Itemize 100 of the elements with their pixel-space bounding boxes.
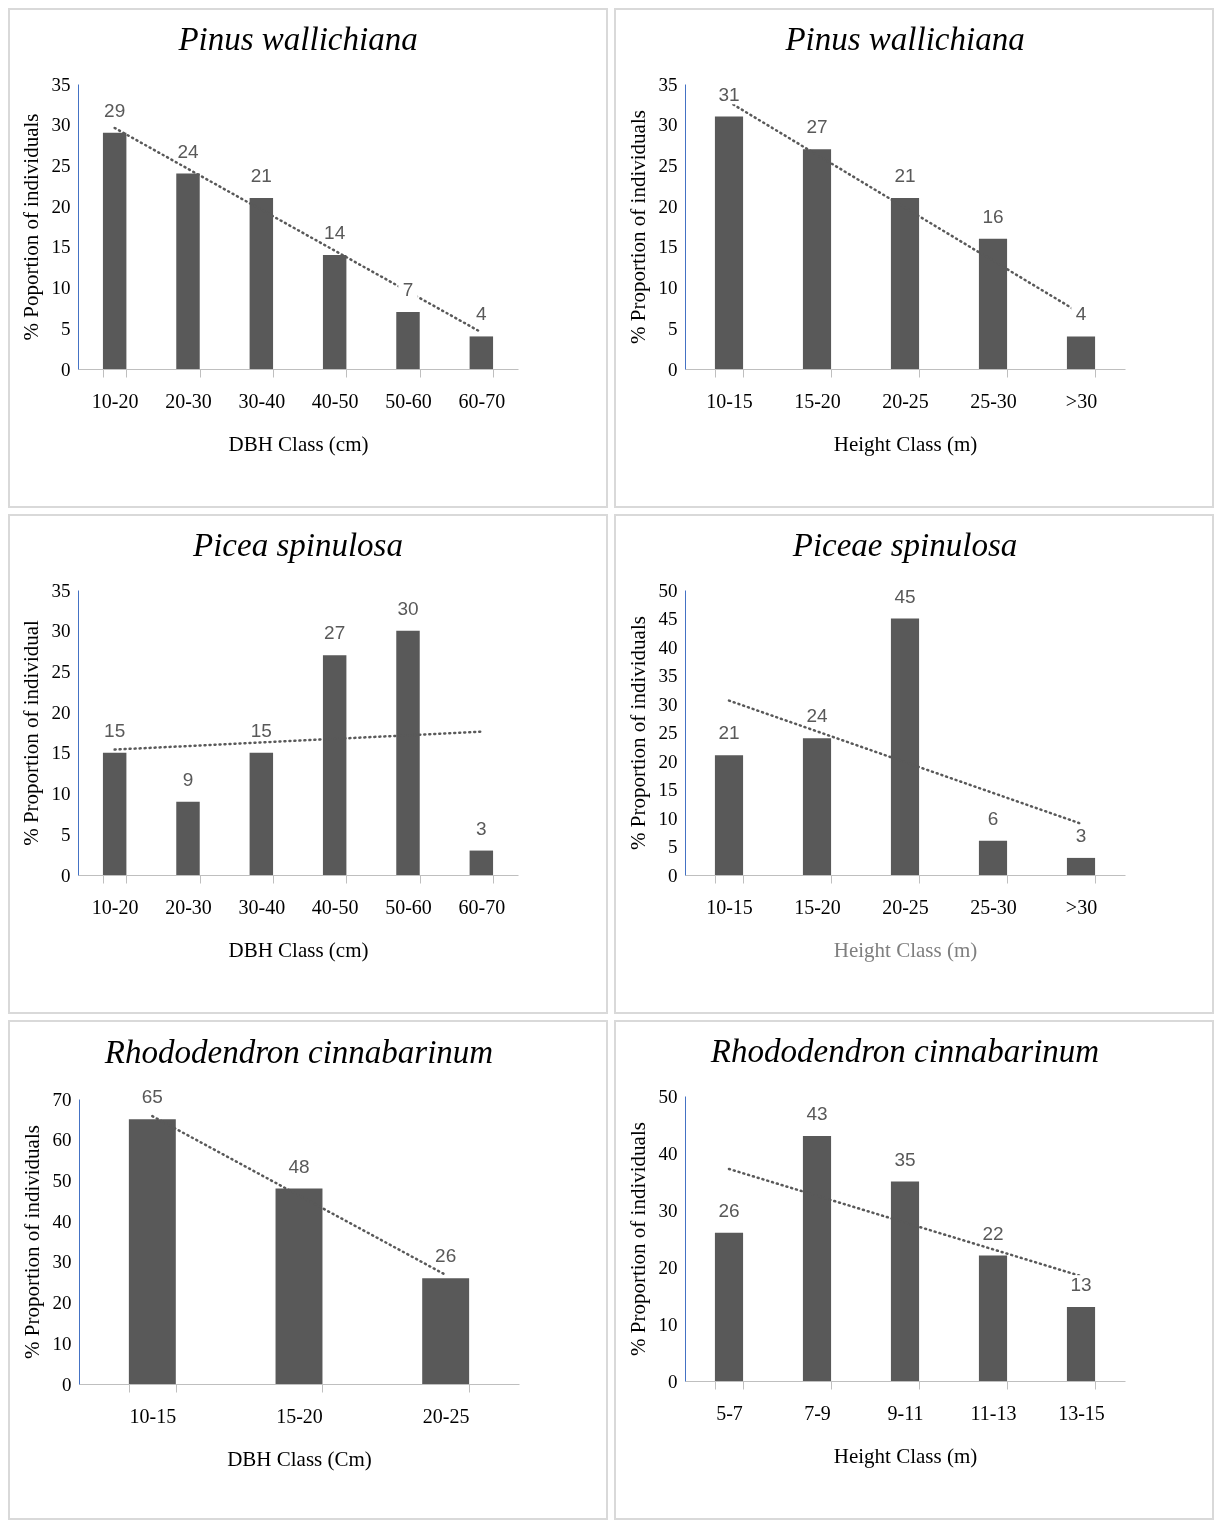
bar: [1066, 336, 1096, 369]
y-tick-label: 30: [52, 1251, 72, 1273]
chart-title: Pinus wallichiana: [784, 21, 1025, 57]
data-label: 43: [806, 1102, 828, 1124]
y-tick-label: 20: [658, 750, 678, 772]
x-tick-label: 10-15: [706, 895, 753, 918]
y-tick-label: 30: [51, 114, 71, 136]
bar: [249, 752, 274, 875]
data-label: 16: [982, 205, 1004, 227]
y-tick-label: 15: [658, 236, 678, 258]
y-tick-label: 15: [51, 742, 71, 764]
data-label: 31: [718, 83, 740, 105]
y-tick-label: 20: [52, 1292, 72, 1314]
y-tick-label: 50: [658, 1085, 678, 1107]
data-label: 65: [141, 1086, 163, 1108]
chart-title: Pinus wallichiana: [177, 21, 418, 57]
x-tick-label: >30: [1065, 389, 1098, 412]
data-label: 21: [250, 165, 272, 186]
y-tick-label: 25: [658, 154, 678, 176]
x-tick-label: 25-30: [970, 895, 1017, 918]
y-tick-label: 35: [51, 73, 71, 95]
y-tick-label: 0: [668, 358, 678, 380]
data-label: 3: [476, 817, 487, 839]
x-tick-label: 30-40: [238, 389, 286, 412]
y-tick-label: 50: [658, 579, 678, 601]
y-tick-label: 10: [51, 277, 71, 299]
x-tick-label: 20-30: [165, 389, 212, 412]
y-tick-label: 0: [61, 864, 71, 886]
y-axis-title: % Proportion of individuals: [19, 1125, 44, 1359]
y-tick-label: 20: [658, 195, 678, 217]
data-label: 48: [288, 1155, 310, 1177]
data-label: 29: [104, 99, 126, 121]
y-tick-label: 5: [668, 317, 678, 339]
data-label: 26: [718, 1199, 740, 1221]
x-tick-label: 10-20: [91, 895, 139, 918]
x-tick-label: 10-20: [91, 389, 139, 412]
data-label: 3: [1075, 824, 1087, 846]
x-tick-label: 20-30: [165, 895, 212, 918]
y-tick-label: 15: [658, 779, 678, 800]
y-tick-label: 50: [52, 1169, 72, 1191]
bar: [1066, 857, 1096, 875]
chart-title: Rhododendron cinnabarinum: [103, 1033, 494, 1070]
y-tick-label: 25: [51, 660, 71, 682]
x-tick-label: 20-25: [422, 1404, 470, 1427]
bar: [396, 312, 420, 369]
x-tick-label: 15-20: [276, 1404, 323, 1427]
bar: [978, 840, 1008, 875]
x-tick-label: 50-60: [385, 389, 432, 412]
bar: [469, 336, 494, 369]
x-tick-label: 25-30: [970, 389, 1017, 412]
bar: [102, 752, 127, 875]
y-tick-label: 0: [668, 1370, 678, 1392]
bar: [422, 1278, 470, 1384]
y-tick-label: 10: [658, 807, 678, 829]
x-tick-label: 20-25: [882, 895, 929, 918]
data-label: 4: [1075, 303, 1087, 325]
x-axis-title: Height Class (m): [833, 937, 978, 962]
y-axis-title: % Proportion of individuals: [625, 616, 650, 850]
data-label: 21: [894, 165, 916, 186]
x-axis-title: DBH Class (cm): [228, 431, 369, 456]
y-axis-title: % Poportion of individuals: [18, 113, 43, 341]
data-label: 27: [324, 622, 346, 644]
x-tick-label: 40-50: [311, 895, 359, 918]
y-tick-label: 0: [61, 358, 71, 380]
x-tick-label: 10-15: [129, 1404, 177, 1427]
data-label: 7: [402, 279, 414, 300]
y-tick-label: 0: [62, 1373, 72, 1395]
bar: [176, 801, 200, 875]
x-axis-title: Height Class (m): [833, 431, 978, 456]
x-tick-label: 20-25: [882, 389, 929, 412]
x-tick-label: 5-7: [716, 1401, 743, 1424]
x-tick-label: >30: [1065, 895, 1098, 918]
y-tick-label: 40: [52, 1210, 72, 1232]
x-axis-title: DBH Class (cm): [228, 937, 369, 962]
data-label: 13: [1070, 1273, 1092, 1295]
x-tick-label: 13-15: [1058, 1401, 1105, 1424]
y-tick-label: 30: [658, 1199, 678, 1221]
x-tick-label: 60-70: [458, 895, 506, 918]
x-tick-label: 7-9: [804, 1401, 831, 1424]
y-axis-title: % Proportion of individual: [18, 619, 43, 846]
y-tick-label: 15: [51, 236, 71, 258]
y-tick-label: 40: [658, 636, 678, 658]
x-tick-label: 60-70: [458, 389, 506, 412]
x-axis-title: DBH Class (Cm): [227, 1446, 372, 1471]
x-axis-title: Height Class (m): [833, 1443, 978, 1468]
data-label: 35: [894, 1148, 916, 1170]
x-tick-label: 10-15: [706, 389, 753, 412]
y-tick-label: 45: [658, 608, 678, 629]
data-label: 6: [987, 807, 999, 829]
bar: [714, 1232, 744, 1381]
data-label: 21: [718, 722, 740, 744]
data-label: 15: [250, 719, 272, 741]
y-tick-label: 5: [61, 823, 71, 845]
y-tick-label: 10: [658, 277, 678, 299]
data-label: 24: [806, 705, 828, 727]
bar: [714, 116, 744, 369]
x-tick-label: 15-20: [794, 389, 841, 412]
y-tick-label: 30: [658, 693, 678, 715]
bar: [714, 755, 744, 875]
data-label: 9: [182, 768, 194, 790]
